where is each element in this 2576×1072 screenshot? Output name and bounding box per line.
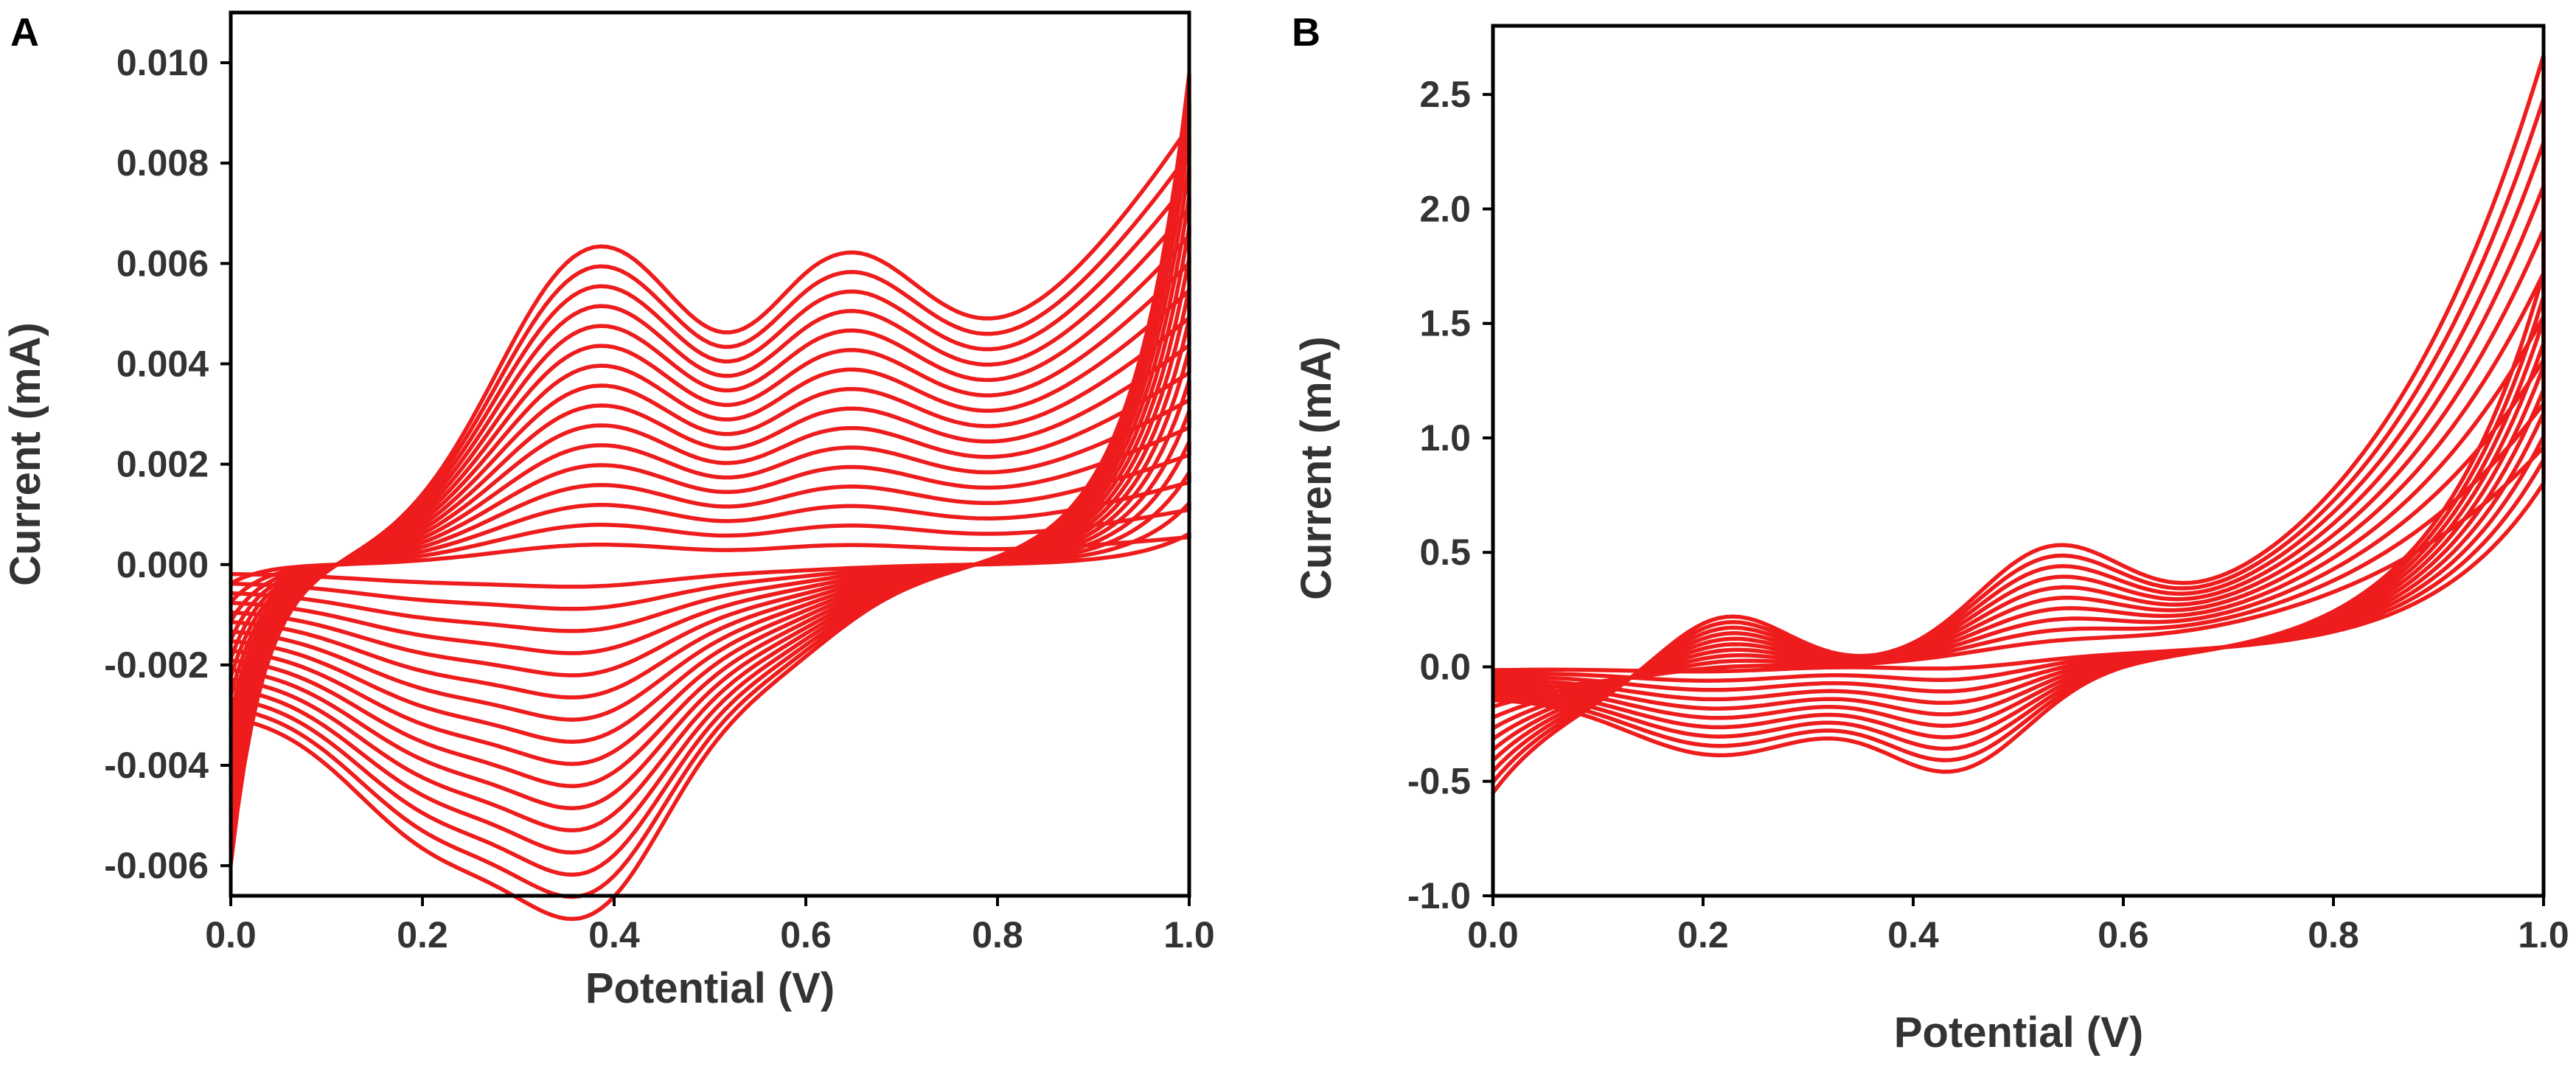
panel-a-y-tick-label: 0.004 — [116, 343, 209, 384]
panel-b-y-tick-label: 2.0 — [1419, 188, 1471, 229]
panel-b-y-tick-label: -1.0 — [1407, 875, 1471, 916]
panel-a-y-tick-label: 0.010 — [116, 42, 209, 83]
panel-a-y-tick-label: 0.006 — [116, 243, 209, 284]
panel-b-x-tick-label: 0.8 — [2308, 914, 2359, 956]
panel-b-y-axis-title: Current (mA) — [1292, 336, 1340, 600]
panel-b: B 0.0 0.2 0.4 0.6 0.8 1.0 2.52.01.51.00.50.0-… — [1292, 10, 2569, 1057]
panel-a-y-axis-title: Current (mA) — [1, 322, 49, 586]
panel-b-plot-frame — [1491, 24, 2546, 898]
panel-b-x-tick-label: 0.0 — [1467, 914, 1519, 956]
panel-b-y-tick-label: 0.0 — [1419, 646, 1471, 687]
panel-a-x-tick-label: 0.6 — [780, 914, 832, 956]
panel-a-x-tick-label: 0.0 — [205, 914, 257, 956]
panel-b-x-tick-labels: 0.0 0.2 0.4 0.6 0.8 1.0 — [1467, 914, 2569, 956]
panel-a-y-tick-label: -0.006 — [104, 845, 209, 886]
panel-b-y-tick-label: 1.0 — [1419, 417, 1471, 459]
panel-b-y-tick-label: 2.5 — [1419, 74, 1471, 115]
panel-b-y-tick-labels: 2.5 2.0 1.5 1.0 0.5 0.0 -0.5 -1.0 — [1407, 74, 1471, 916]
panel-a-letter: A — [10, 10, 39, 55]
panel-b-y-tick-label: 1.5 — [1419, 303, 1471, 344]
panel-b-x-axis-title: Potential (V) — [1894, 1009, 2143, 1057]
panel-a: A 0.0 0.2 0.4 0.6 0.8 1.0 0.010 0.008 0.006 0.00… — [1, 10, 1215, 1012]
panel-a-y-tick-label: 0.002 — [116, 444, 209, 485]
panel-b-x-tick-label: 0.6 — [2098, 914, 2149, 956]
panel-b-x-tick-label: 0.4 — [1887, 914, 1939, 956]
panel-a-x-tick-label: 0.2 — [397, 914, 448, 956]
panel-a-ticks — [220, 61, 1191, 906]
panel-a-x-tick-labels: 0.0 0.2 0.4 0.6 0.8 1.0 — [205, 914, 1215, 956]
panel-a-y-tick-labels: 0.010 0.008 0.006 0.004 0.002 0.000 -0.002 -0.0… — [104, 42, 209, 886]
panel-b-y-tick-label: -0.5 — [1407, 761, 1471, 802]
panel-a-x-axis-title: Potential (V) — [585, 964, 835, 1012]
panel-a-y-tick-label: -0.004 — [104, 745, 209, 786]
panel-b-x-tick-label: 1.0 — [2518, 914, 2569, 956]
panel-a-y-tick-label: 0.000 — [116, 544, 209, 585]
panel-a-y-tick-label: -0.002 — [104, 644, 209, 686]
panel-b-x-tick-label: 0.2 — [1677, 914, 1729, 956]
panel-a-x-tick-label: 0.8 — [972, 914, 1023, 956]
panel-a-x-tick-label: 0.4 — [588, 914, 640, 956]
panel-a-y-tick-label: 0.008 — [116, 142, 209, 184]
panel-b-ticks — [1483, 93, 2545, 906]
panel-a-plot-frame — [229, 10, 1191, 898]
panel-b-letter: B — [1292, 10, 1320, 55]
panel-b-y-tick-label: 0.5 — [1419, 532, 1471, 573]
panel-a-x-tick-label: 1.0 — [1163, 914, 1215, 956]
